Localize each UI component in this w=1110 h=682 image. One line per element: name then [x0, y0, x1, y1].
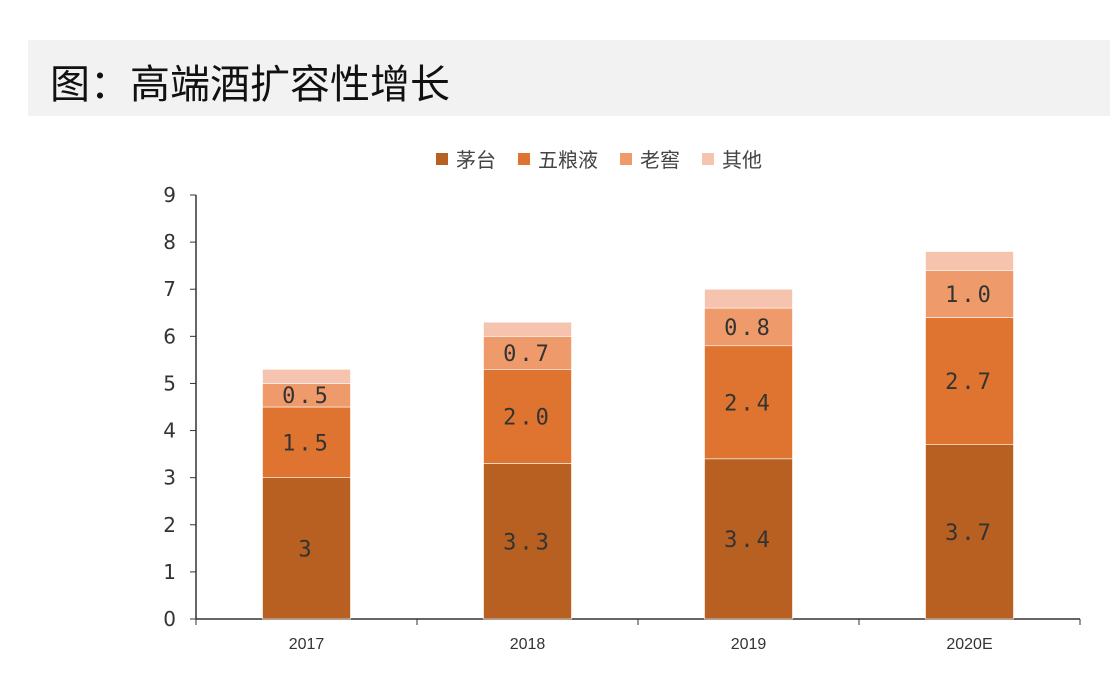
data-label: 3.3	[503, 530, 552, 555]
x-tick-label: 2019	[731, 636, 767, 653]
y-tick-label: 0	[163, 607, 176, 631]
legend-swatch	[702, 152, 714, 165]
data-label: 1.5	[282, 431, 331, 456]
y-tick-label: 7	[163, 277, 176, 301]
bar-segment	[262, 406, 351, 478]
data-label: 3	[298, 537, 314, 562]
data-label: 0.8	[724, 316, 773, 341]
legend-item: 其他	[702, 144, 762, 173]
legend-item: 五粮液	[518, 144, 598, 173]
y-tick-label: 5	[163, 371, 176, 395]
bar-segment	[262, 369, 351, 384]
x-tick-label: 2017	[289, 636, 325, 653]
y-tick-label: 6	[163, 324, 176, 348]
data-label: 2.0	[503, 405, 552, 430]
legend-label: 五粮液	[538, 148, 598, 172]
data-label: 1.0	[945, 283, 994, 308]
data-label: 3.7	[945, 521, 994, 546]
bar-segment	[483, 321, 572, 337]
x-tick-label: 2018	[510, 636, 546, 653]
y-tick-label: 8	[163, 230, 176, 254]
data-label: 2.7	[945, 370, 994, 395]
bar-segment	[704, 288, 793, 309]
data-label: 3.4	[724, 528, 773, 553]
legend-swatch	[436, 152, 448, 165]
page-title: 图：高端酒扩容性增长	[50, 62, 450, 108]
legend-item: 茅台	[436, 144, 496, 173]
legend-item: 老窖	[620, 144, 680, 173]
y-tick-label: 9	[163, 183, 176, 207]
bar-segment	[925, 317, 1014, 445]
title-bar: 图：高端酒扩容性增长	[28, 40, 1110, 116]
bar-segment	[704, 307, 793, 347]
legend-label: 其他	[722, 148, 762, 172]
data-label: 0.7	[503, 342, 552, 367]
bar-segment	[262, 477, 351, 620]
legend-swatch	[518, 152, 530, 165]
bar-segment	[483, 336, 572, 370]
bar-segment	[925, 444, 1014, 620]
data-label: 2.4	[724, 391, 773, 416]
bar-segment	[925, 270, 1014, 318]
legend: 茅台 五粮液 老窖 其他	[436, 144, 762, 173]
data-label: 0.5	[282, 384, 331, 409]
y-tick-label: 2	[163, 513, 176, 537]
legend-swatch	[620, 152, 632, 165]
bar-segment	[483, 369, 572, 464]
bar-segment	[925, 251, 1014, 271]
legend-label: 老窖	[640, 148, 680, 172]
y-tick-label: 4	[163, 419, 176, 443]
y-tick-label: 3	[163, 466, 176, 490]
x-tick-label: 2020E	[946, 636, 992, 653]
bar-segment	[483, 463, 572, 620]
y-tick-label: 1	[163, 560, 176, 584]
legend-label: 茅台	[456, 148, 496, 172]
